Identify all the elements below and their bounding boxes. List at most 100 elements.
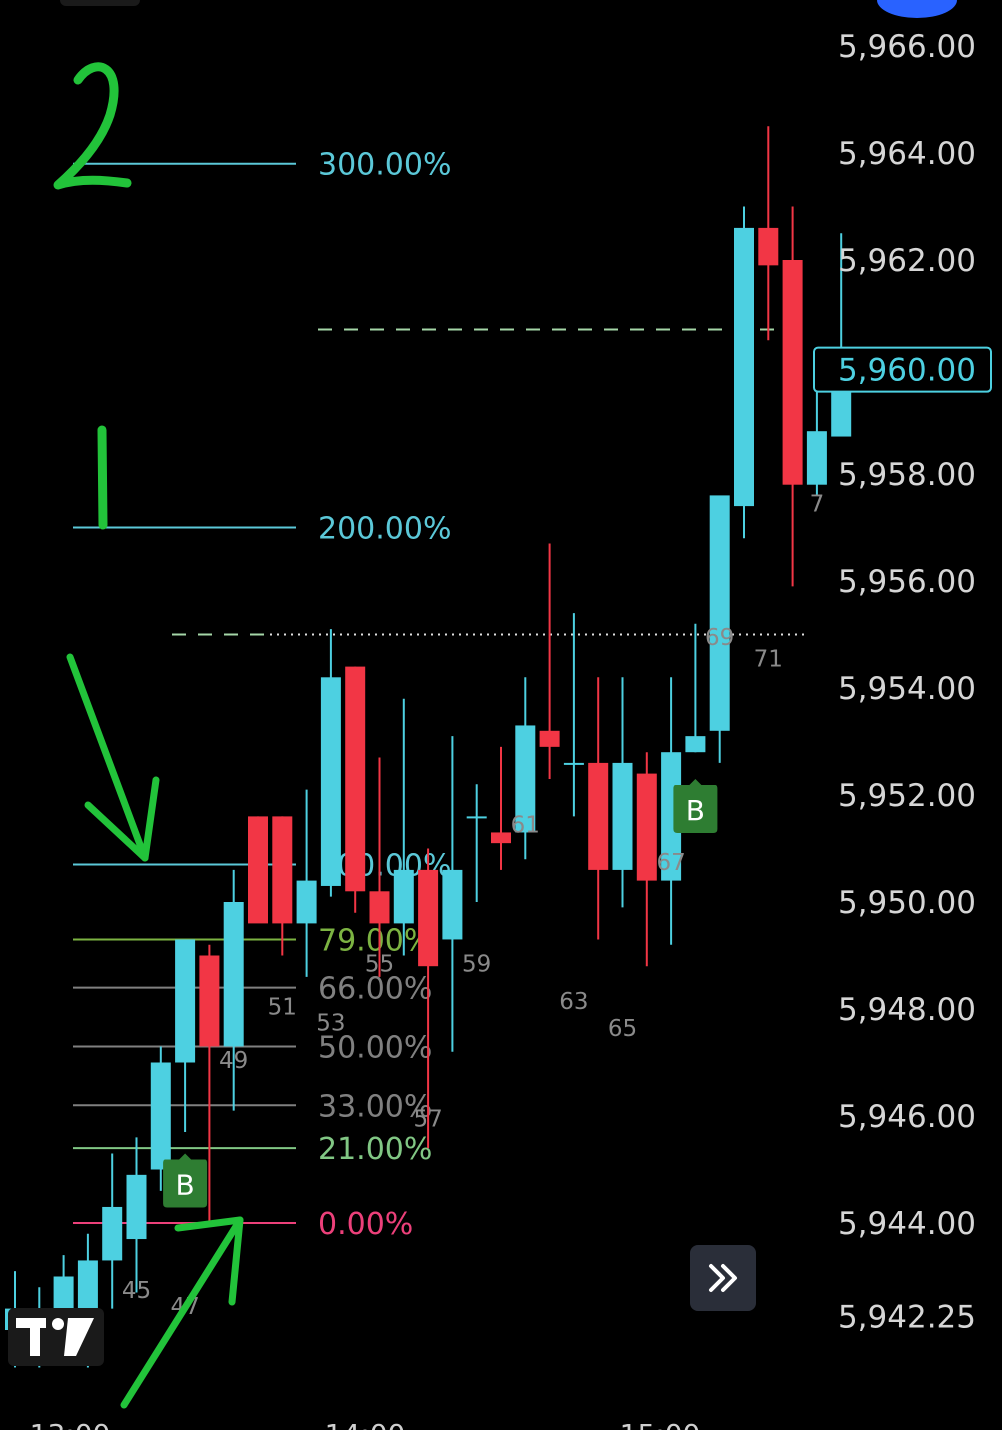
candle-body (782, 260, 803, 485)
price-axis-label: 5,952.00 (838, 778, 976, 814)
candle (126, 1137, 147, 1293)
candle (515, 677, 536, 860)
candle-body (199, 955, 220, 1047)
bar-number: 63 (559, 989, 588, 1015)
time-axis[interactable]: 13:00 14:00 15:00 (30, 1418, 701, 1430)
price-axis-label: 5,948.00 (838, 992, 976, 1028)
candle (491, 746, 511, 870)
candles (5, 126, 852, 1368)
candle-body (418, 869, 439, 967)
price-axis[interactable]: 5,966.00 5,964.00 5,962.00 5,958.00 5,956.00… (813, 29, 992, 1336)
candle-body (539, 730, 560, 747)
fib-level-label: 300.00% (318, 148, 451, 183)
candle-body (248, 816, 268, 924)
candle (248, 816, 268, 924)
fib-level-label: 79.00% (318, 923, 432, 958)
candle (442, 736, 463, 1052)
bar-number: 69 (705, 625, 734, 651)
current-price-box[interactable] (813, 346, 992, 393)
candle-body (223, 902, 244, 1047)
candle (272, 816, 293, 956)
price-axis-label: 5,962.00 (838, 243, 976, 279)
bar-number: 51 (268, 994, 297, 1020)
candle-body (758, 227, 779, 266)
tradingview-logo[interactable] (8, 1308, 104, 1366)
candle (539, 543, 560, 779)
candle (418, 848, 439, 1149)
candle (320, 629, 341, 897)
annotation-one (97, 425, 108, 530)
scroll-to-realtime-button[interactable] (690, 1245, 756, 1311)
candle-body (515, 725, 536, 833)
candle (393, 698, 414, 956)
price-axis-label: 5,958.00 (838, 457, 976, 493)
candle-body (102, 1206, 123, 1261)
candle-body (661, 752, 682, 881)
candle-body (709, 495, 730, 731)
fib-level-label: 33.00% (318, 1089, 432, 1124)
candle (369, 757, 390, 977)
fib-level-label: 0.00% (318, 1207, 413, 1242)
candle-body (636, 773, 657, 881)
avatar[interactable] (877, 0, 957, 18)
time-axis-label: 13:00 (30, 1418, 111, 1430)
bar-number: 55 (365, 952, 394, 978)
candle-body (491, 832, 511, 844)
buy-signal-shape (673, 778, 718, 833)
candle (709, 495, 730, 763)
candle (612, 677, 633, 908)
candle-body (296, 880, 317, 924)
candle (199, 944, 220, 1223)
candle (636, 752, 657, 967)
candle (150, 1046, 171, 1191)
candle-body (466, 816, 487, 819)
candle-body (175, 939, 196, 1063)
bar-number: 67 (656, 850, 685, 876)
candle-body (272, 816, 293, 924)
bar-number: 59 (462, 952, 491, 978)
bar-number: 7 (810, 491, 825, 517)
horizontal-lines (172, 328, 805, 636)
candle-body (588, 762, 609, 870)
double-chevron-right-icon (709, 1264, 737, 1292)
price-axis-label: 5,966.00 (838, 29, 976, 65)
arrow-up-icon (120, 1216, 244, 1409)
arrow-down-icon (66, 653, 160, 862)
candle-body (393, 869, 414, 924)
fib-level-label: 66.00% (318, 972, 432, 1007)
bar-number: 49 (219, 1048, 248, 1074)
candle (563, 613, 584, 817)
candle-body (345, 666, 366, 892)
annotation-two (53, 62, 132, 190)
price-axis-label: 5,950.00 (838, 885, 976, 921)
buy-signals: BB (163, 778, 718, 1208)
candle (296, 789, 317, 977)
candle (588, 677, 609, 940)
price-axis-label: 5,964.00 (838, 136, 976, 172)
candle-body (150, 1062, 171, 1170)
bar-number: 45 (122, 1278, 151, 1304)
fib-level-label: 21.00% (318, 1132, 432, 1167)
buy-signal-label: B (175, 1168, 194, 1201)
candle (102, 1153, 123, 1309)
candle (734, 206, 754, 539)
candle-body (685, 736, 706, 753)
fibonacci-levels: 300.00%200.00%100.00%79.00%66.00%50.00%3… (73, 148, 451, 1242)
buy-signal-label: B (686, 794, 705, 827)
candle (223, 869, 244, 1111)
candle-body (612, 762, 633, 870)
price-axis-label: 5,956.00 (838, 564, 976, 600)
candle (661, 677, 682, 945)
buy-signal-shape (163, 1153, 208, 1208)
buy-signal-badge[interactable]: B (673, 778, 718, 833)
candle-body (734, 227, 754, 507)
candle-body (563, 762, 584, 765)
candle (782, 206, 803, 587)
candle-body (369, 891, 390, 924)
top-tab (60, 0, 140, 6)
buy-signal-badge[interactable]: B (163, 1153, 208, 1208)
candle (345, 666, 366, 913)
fib-level-label: 200.00% (318, 512, 451, 547)
